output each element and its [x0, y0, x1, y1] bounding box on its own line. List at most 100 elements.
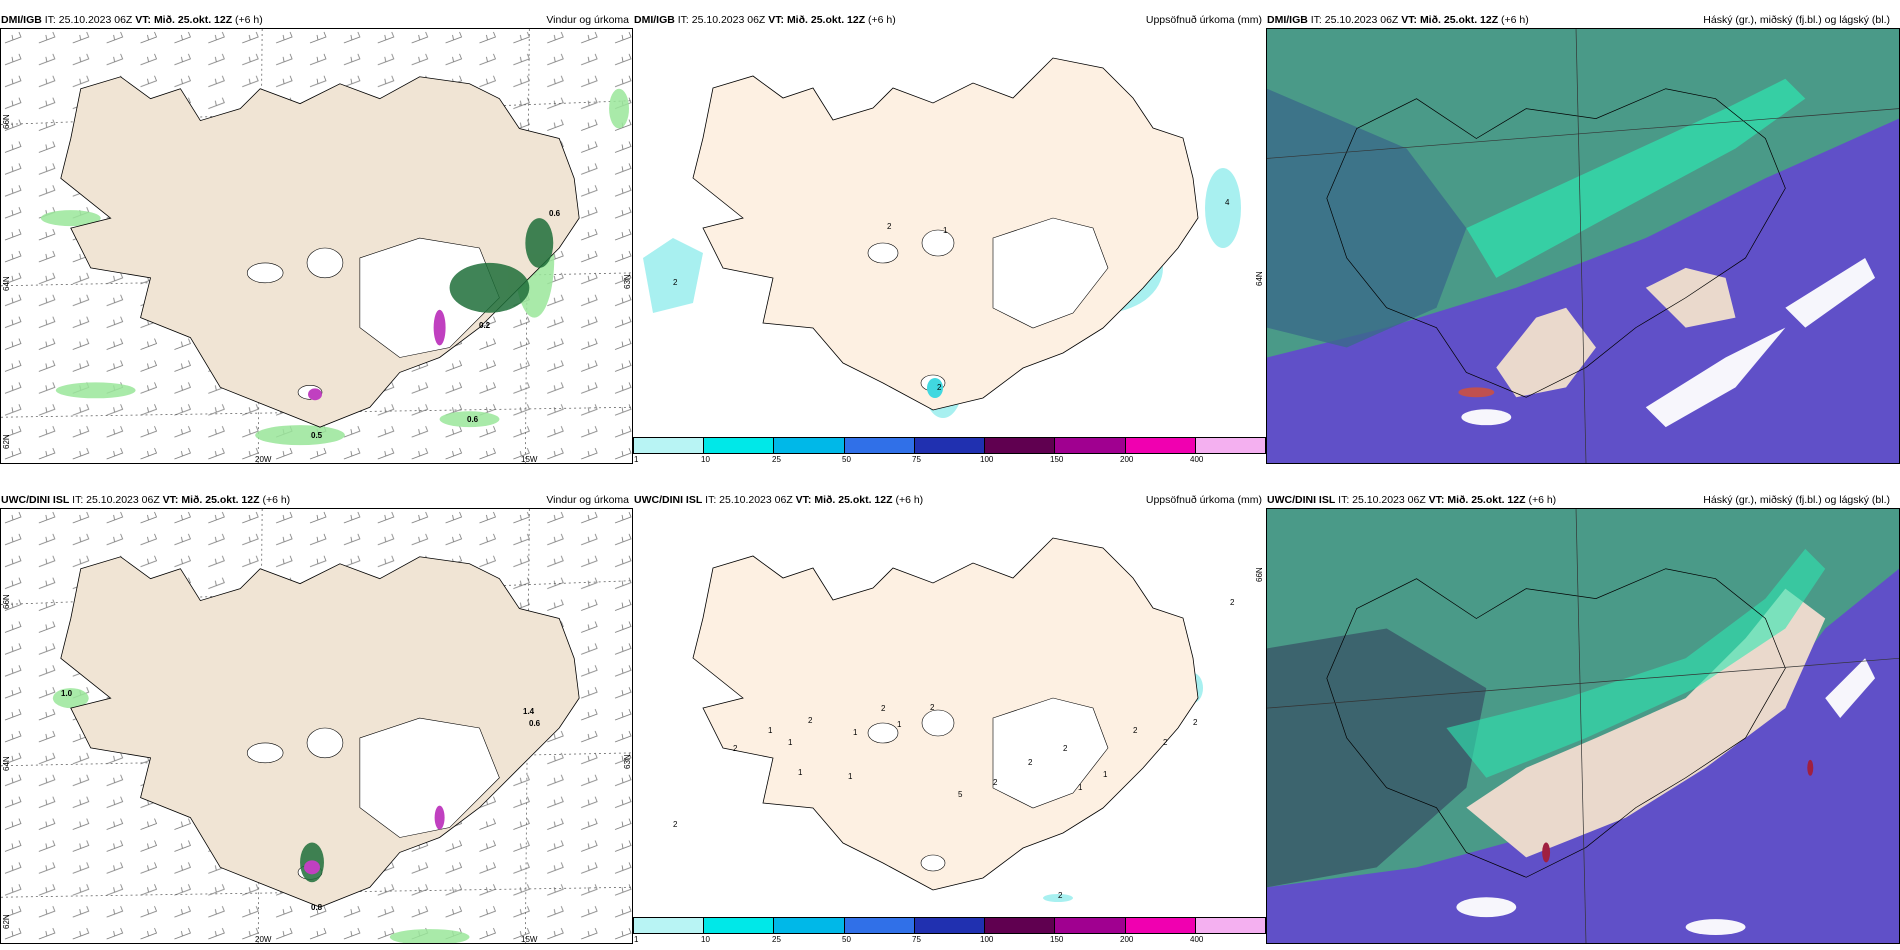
- valid-label: VT:: [1401, 14, 1418, 26]
- colorbar-tick: 1: [634, 935, 639, 944]
- value-label: 1: [853, 728, 858, 737]
- lead-time: (+6 h): [235, 14, 263, 26]
- map-frame: 2 2 1 4 2 64N: [633, 28, 1266, 437]
- valid-time: Mið. 25.okt. 12Z: [786, 14, 866, 26]
- colorbar-tick: 200: [1120, 455, 1134, 464]
- colorbar-segment: [774, 918, 845, 933]
- lead-time: (+6 h): [1528, 494, 1557, 506]
- value-label: 4: [1225, 198, 1230, 207]
- wind-map: [1, 29, 632, 463]
- panel-wind-precip-dmi: DMI/IGB IT: 25.10.2023 06Z VT: Mið. 25.o…: [0, 12, 633, 464]
- value-label: 0.6: [529, 719, 541, 728]
- colorbar-segment: [1125, 438, 1196, 453]
- value-label: 2: [937, 383, 942, 392]
- lon-label: 15W: [521, 455, 538, 464]
- panel-title: UWC/DINI ISL IT: 25.10.2023 06Z VT: Mið.…: [633, 492, 1266, 508]
- value-label: 2: [1193, 718, 1198, 727]
- value-label: 1: [943, 226, 948, 235]
- value-label: 2: [733, 744, 738, 753]
- lon-label: 20W: [255, 455, 272, 464]
- map-frame: 1.0 1.4 0.6 0.8 20W 15W 66N 64N 63N 62N: [0, 508, 633, 944]
- colorbar-segment: [914, 918, 986, 933]
- glaciers: [867, 217, 1109, 392]
- field-name: Háský (gr.), miðský (fj.bl.) og lágský (…: [1703, 14, 1890, 26]
- colorbar-segment: [774, 438, 845, 453]
- panel-wind-precip-uwc: UWC/DINI ISL IT: 25.10.2023 06Z VT: Mið.…: [0, 492, 633, 944]
- colorbar-tick: 10: [701, 935, 710, 944]
- value-label: 2: [1058, 891, 1063, 900]
- glaciers: [246, 717, 500, 880]
- field-name: Uppsöfnuð úrkoma (mm): [1145, 14, 1262, 26]
- colorbar-segment: [985, 918, 1056, 933]
- value-label: 5: [958, 790, 963, 799]
- cloud-map: [1267, 29, 1899, 463]
- colorbar-segment: [704, 918, 775, 933]
- colorbar-segment: [985, 438, 1056, 453]
- colorbar-tick: 50: [842, 455, 851, 464]
- colorbar: [633, 917, 1266, 934]
- field-name: Vindur og úrkoma: [546, 494, 629, 506]
- panel-accum-precip-dmi: DMI/IGB IT: 25.10.2023 06Z VT: Mið. 25.o…: [633, 12, 1266, 464]
- lead-time: (+6 h): [1501, 14, 1529, 26]
- colorbar-segment: [1055, 918, 1126, 933]
- panel-clouds-dmi: DMI/IGB IT: 25.10.2023 06Z VT: Mið. 25.o…: [1266, 12, 1900, 464]
- model-name: UWC/DINI ISL: [1, 494, 70, 506]
- init-time: IT: 25.10.2023 06Z: [1338, 494, 1426, 506]
- lead-time: (+6 h): [868, 14, 896, 26]
- colorbar-tick: 150: [1050, 455, 1064, 464]
- colorbar-tick: 400: [1190, 935, 1204, 944]
- glaciers: [246, 237, 500, 400]
- value-label: 2: [887, 222, 892, 231]
- valid-time: Mið. 25.okt. 12Z: [153, 14, 233, 26]
- valid-label: VT:: [795, 494, 812, 506]
- colorbar-segment: [914, 438, 986, 453]
- value-label: 2: [808, 716, 813, 725]
- valid-time: Mið. 25.okt. 12Z: [1447, 494, 1526, 506]
- colorbar-ticks: 1 10 25 50 75 100 150 200 400: [633, 935, 1266, 945]
- value-label: 1: [768, 726, 773, 735]
- panel-clouds-uwc: UWC/DINI ISL IT: 25.10.2023 06Z VT: Mið.…: [1266, 492, 1900, 944]
- init-time: IT: 25.10.2023 06Z: [1310, 14, 1399, 26]
- colorbar-segment: [634, 438, 705, 453]
- lead-time: (+6 h): [895, 494, 924, 506]
- colorbar-segment: [844, 438, 915, 453]
- valid-label: VT:: [768, 14, 785, 26]
- colorbar-tick: 100: [980, 455, 994, 464]
- value-label: 0.6: [467, 415, 479, 424]
- lat-label: 64N: [2, 756, 11, 771]
- value-label: 2: [673, 278, 678, 287]
- init-time: IT: 25.10.2023 06Z: [44, 14, 133, 26]
- value-label: 1: [1078, 783, 1083, 792]
- glaciers: [867, 697, 1109, 872]
- colorbar-segment: [1195, 438, 1265, 453]
- value-label: 2: [1163, 738, 1168, 747]
- colorbar-segment: [704, 438, 775, 453]
- valid-label: VT:: [1428, 494, 1445, 506]
- lat-label: 66N: [2, 594, 11, 609]
- colorbar-tick: 100: [980, 935, 994, 944]
- lat-label: 63N: [623, 754, 632, 769]
- map-frame: [1266, 28, 1900, 464]
- panel-title: DMI/IGB IT: 25.10.2023 06Z VT: Mið. 25.o…: [1266, 12, 1900, 28]
- init-time: IT: 25.10.2023 06Z: [705, 494, 793, 506]
- value-label: 0.5: [311, 431, 323, 440]
- field-name: Háský (gr.), miðský (fj.bl.) og lágský (…: [1703, 494, 1890, 506]
- value-label: 0.2: [479, 321, 491, 330]
- panel-title: UWC/DINI ISL IT: 25.10.2023 06Z VT: Mið.…: [0, 492, 633, 508]
- value-label: 0.6: [549, 209, 561, 218]
- colorbar-tick: 50: [842, 935, 851, 944]
- value-label: 2: [1230, 598, 1235, 607]
- map-frame: 0.6 0.2 0.5 0.6 20W 15W 66N 64N 63N 62N: [0, 28, 633, 464]
- value-label: 1.4: [523, 707, 535, 716]
- valid-label: VT:: [162, 494, 179, 506]
- colorbar-tick: 25: [772, 455, 781, 464]
- colorbar-segment: [844, 918, 915, 933]
- precip-map: [643, 57, 1241, 418]
- valid-label: VT:: [135, 14, 152, 26]
- colorbar-segment: [1055, 438, 1126, 453]
- panel-accum-precip-uwc: UWC/DINI ISL IT: 25.10.2023 06Z VT: Mið.…: [633, 492, 1266, 944]
- cloud-map: [1267, 509, 1899, 943]
- lat-label: 64N: [1255, 271, 1264, 286]
- lat-label: 64N: [2, 276, 11, 291]
- value-label: 0.8: [311, 903, 323, 912]
